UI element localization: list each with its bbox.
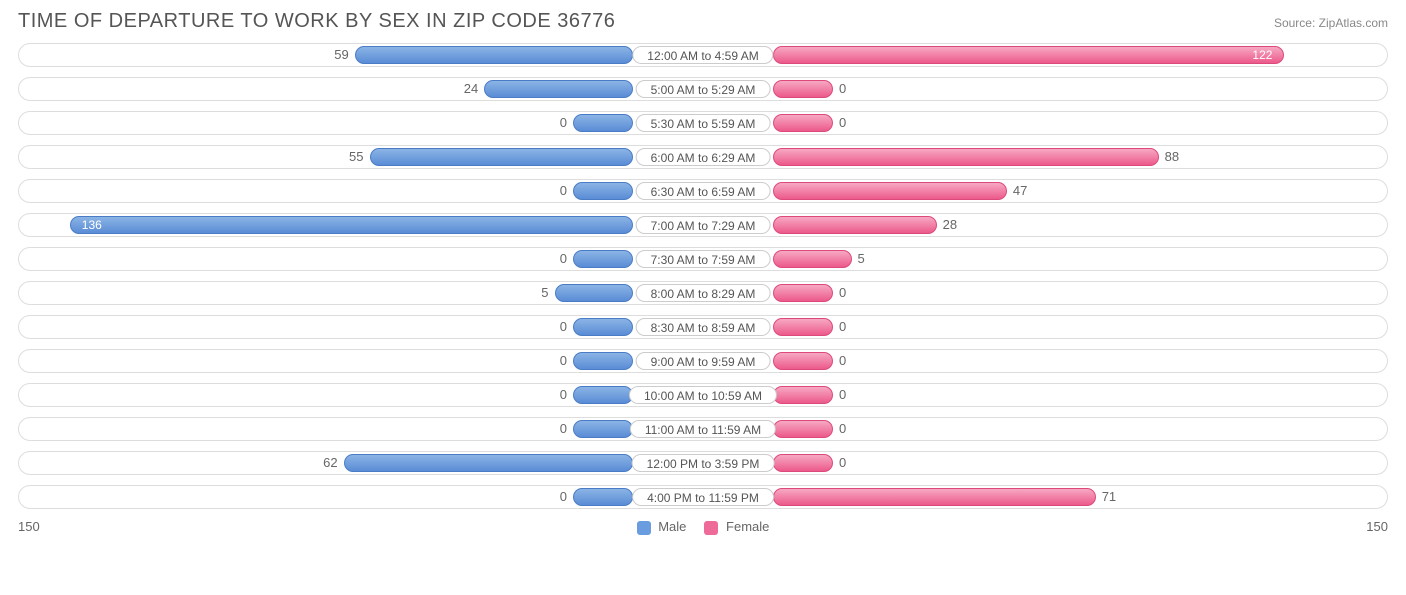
male-bar (370, 148, 634, 166)
male-value: 0 (560, 112, 567, 134)
chart-row: 136 28 7:00 AM to 7:29 AM (18, 213, 1388, 237)
category-label: 8:30 AM to 8:59 AM (636, 318, 771, 336)
female-swatch (704, 521, 718, 535)
axis-left-max: 150 (18, 519, 40, 534)
female-bar (773, 318, 833, 336)
male-bar (70, 216, 633, 234)
chart-row: 0 0 5:30 AM to 5:59 AM (18, 111, 1388, 135)
category-label: 9:00 AM to 9:59 AM (636, 352, 771, 370)
male-value: 0 (560, 180, 567, 202)
chart-row: 5 0 8:00 AM to 8:29 AM (18, 281, 1388, 305)
female-bar (773, 352, 833, 370)
female-value: 47 (1013, 180, 1027, 202)
male-bar (573, 352, 633, 370)
axis-right-max: 150 (1366, 519, 1388, 534)
male-bar (355, 46, 633, 64)
male-value: 0 (560, 248, 567, 270)
category-label: 7:30 AM to 7:59 AM (636, 250, 771, 268)
female-bar (773, 182, 1007, 200)
male-value: 0 (560, 418, 567, 440)
female-bar (773, 420, 833, 438)
male-value: 0 (560, 316, 567, 338)
legend: Male Female (637, 519, 770, 535)
category-label: 5:30 AM to 5:59 AM (636, 114, 771, 132)
category-label: 12:00 AM to 4:59 AM (632, 46, 773, 64)
chart-row: 55 88 6:00 AM to 6:29 AM (18, 145, 1388, 169)
female-bar (773, 250, 852, 268)
category-label: 12:00 PM to 3:59 PM (632, 454, 775, 472)
female-value: 88 (1165, 146, 1179, 168)
category-label: 5:00 AM to 5:29 AM (636, 80, 771, 98)
female-bar (773, 386, 833, 404)
chart-title: TIME OF DEPARTURE TO WORK BY SEX IN ZIP … (18, 10, 615, 33)
female-value: 0 (839, 282, 846, 304)
male-bar (484, 80, 633, 98)
chart-source: Source: ZipAtlas.com (1274, 16, 1388, 30)
female-bar (773, 46, 1284, 64)
male-bar (573, 420, 633, 438)
male-value: 24 (464, 78, 478, 100)
legend-female-label: Female (726, 519, 769, 534)
category-label: 8:00 AM to 8:29 AM (636, 284, 771, 302)
chart-row: 62 0 12:00 PM to 3:59 PM (18, 451, 1388, 475)
female-bar (773, 216, 937, 234)
chart-row: 0 47 6:30 AM to 6:59 AM (18, 179, 1388, 203)
male-swatch (637, 521, 651, 535)
chart-row: 0 0 9:00 AM to 9:59 AM (18, 349, 1388, 373)
legend-male: Male (637, 519, 687, 535)
legend-male-label: Male (658, 519, 686, 534)
female-value: 71 (1102, 486, 1116, 508)
male-bar (573, 114, 633, 132)
female-value: 0 (839, 384, 846, 406)
female-bar (773, 80, 833, 98)
male-bar (555, 284, 634, 302)
chart-header: TIME OF DEPARTURE TO WORK BY SEX IN ZIP … (18, 10, 1388, 33)
chart-row: 24 0 5:00 AM to 5:29 AM (18, 77, 1388, 101)
diverging-bar-chart: 59 122 12:00 AM to 4:59 AM 24 0 5:00 AM to 5:… (18, 43, 1388, 509)
female-value: 122 (1244, 44, 1280, 66)
female-value: 0 (839, 112, 846, 134)
category-label: 10:00 AM to 10:59 AM (629, 386, 777, 404)
chart-row: 0 0 8:30 AM to 8:59 AM (18, 315, 1388, 339)
male-bar (573, 250, 633, 268)
female-bar (773, 114, 833, 132)
female-value: 0 (839, 452, 846, 474)
chart-row: 0 5 7:30 AM to 7:59 AM (18, 247, 1388, 271)
male-value: 136 (74, 214, 110, 236)
male-bar (573, 386, 633, 404)
female-bar (773, 454, 833, 472)
male-value: 62 (323, 452, 337, 474)
category-label: 4:00 PM to 11:59 PM (632, 488, 774, 506)
female-value: 0 (839, 316, 846, 338)
category-label: 6:30 AM to 6:59 AM (636, 182, 771, 200)
category-label: 11:00 AM to 11:59 AM (630, 420, 776, 438)
male-bar (573, 182, 633, 200)
male-value: 55 (349, 146, 363, 168)
male-value: 5 (541, 282, 548, 304)
female-value: 5 (858, 248, 865, 270)
male-bar (573, 488, 633, 506)
female-bar (773, 488, 1096, 506)
female-value: 0 (839, 418, 846, 440)
male-value: 0 (560, 350, 567, 372)
female-bar (773, 284, 833, 302)
category-label: 6:00 AM to 6:29 AM (636, 148, 771, 166)
male-bar (573, 318, 633, 336)
chart-row: 0 71 4:00 PM to 11:59 PM (18, 485, 1388, 509)
male-value: 59 (334, 44, 348, 66)
female-value: 0 (839, 350, 846, 372)
chart-row: 0 0 11:00 AM to 11:59 AM (18, 417, 1388, 441)
legend-female: Female (704, 519, 769, 535)
female-value: 0 (839, 78, 846, 100)
male-value: 0 (560, 384, 567, 406)
category-label: 7:00 AM to 7:29 AM (636, 216, 771, 234)
chart-footer: 150 Male Female 150 (18, 519, 1388, 535)
male-value: 0 (560, 486, 567, 508)
chart-row: 0 0 10:00 AM to 10:59 AM (18, 383, 1388, 407)
female-value: 28 (943, 214, 957, 236)
chart-row: 59 122 12:00 AM to 4:59 AM (18, 43, 1388, 67)
male-bar (344, 454, 633, 472)
female-bar (773, 148, 1159, 166)
